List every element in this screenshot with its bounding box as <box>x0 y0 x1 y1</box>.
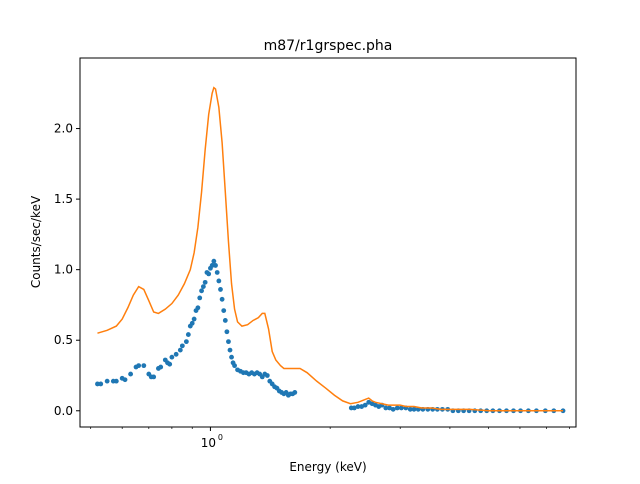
x-tick-label-exponent: 0 <box>218 433 223 442</box>
data-point <box>179 343 185 349</box>
data-point <box>191 316 197 322</box>
data-point <box>95 381 100 387</box>
y-axis-label: Counts/sec/keV <box>29 195 43 288</box>
data-point <box>222 318 228 323</box>
data-point <box>216 278 222 284</box>
data-point <box>113 378 119 384</box>
data-point <box>362 402 368 408</box>
data-point <box>264 373 270 378</box>
data-point <box>394 405 400 411</box>
series-layer <box>95 86 566 414</box>
data-point <box>351 405 357 411</box>
data-point <box>202 279 208 285</box>
data-point <box>104 378 110 384</box>
y-tick-label: 1.0 <box>54 263 73 277</box>
data-point <box>226 339 231 345</box>
data-point <box>227 347 233 353</box>
data-point <box>292 390 298 395</box>
chart-title: m87/r1grspec.pha <box>264 38 393 54</box>
data-point <box>213 263 218 268</box>
data-point <box>195 305 201 311</box>
data-point <box>169 354 175 360</box>
data-point <box>211 258 217 264</box>
data-point <box>218 287 223 292</box>
data-point <box>355 404 361 409</box>
y-tick-label: 0.5 <box>54 333 73 347</box>
data-point <box>387 405 392 411</box>
plot-frame <box>79 57 577 428</box>
data-point <box>183 339 189 345</box>
data-point <box>200 284 206 289</box>
data-point <box>383 405 389 411</box>
data-point <box>199 288 204 294</box>
data-point <box>128 371 134 377</box>
data-point <box>197 295 203 301</box>
data-point <box>173 351 179 357</box>
data-point <box>185 332 191 337</box>
data-point <box>136 363 142 369</box>
data-point <box>98 381 104 387</box>
data-point <box>398 405 404 411</box>
data-point <box>177 347 183 353</box>
data-point <box>151 374 157 380</box>
data-point <box>224 329 230 335</box>
data-point <box>407 406 413 412</box>
data-point <box>206 271 212 277</box>
data-point <box>232 363 237 369</box>
data-point <box>221 308 227 313</box>
x-axis-label: Energy (keV) <box>289 460 366 474</box>
y-tick-label: 0.0 <box>54 404 73 418</box>
data-point <box>214 270 220 275</box>
data-point <box>122 377 128 383</box>
data-point <box>411 406 417 412</box>
y-tick-label: 1.5 <box>54 192 73 206</box>
data-point <box>167 361 173 367</box>
data-point <box>158 364 164 370</box>
x-tick-label: 10 <box>201 436 216 450</box>
model-line <box>97 86 564 412</box>
y-axis: 0.0 0.5 1.0 1.5 2.0 <box>54 122 80 418</box>
data-point <box>189 320 195 326</box>
x-axis: 10 0 <box>90 427 570 450</box>
data-point <box>219 296 225 302</box>
data-point <box>229 354 234 360</box>
data-point <box>390 406 396 412</box>
data-point <box>141 363 147 369</box>
data-point <box>209 263 215 268</box>
y-tick-label: 2.0 <box>54 122 73 136</box>
